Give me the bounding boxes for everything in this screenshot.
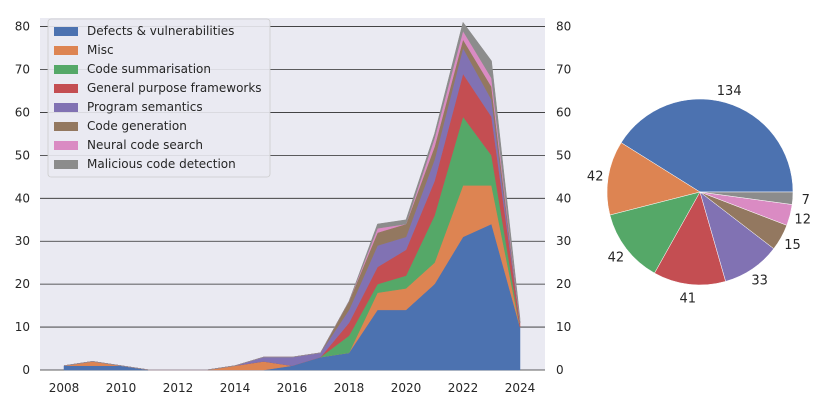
y-tick-label-left: 80 <box>15 20 30 34</box>
pie-value-label: 134 <box>717 84 742 99</box>
pie-value-label: 41 <box>680 291 697 306</box>
x-tick-label: 2012 <box>163 381 194 395</box>
legend-label: Defects & vulnerabilities <box>87 24 234 38</box>
legend-label: Malicious code detection <box>87 157 236 171</box>
y-tick-label-right: 70 <box>556 63 571 77</box>
pie-slice-2 <box>609 191 701 274</box>
y-tick-label-left: 50 <box>15 148 30 162</box>
pie-value-label: 42 <box>608 251 625 266</box>
legend-swatch <box>54 65 78 74</box>
pie-slice-7 <box>699 191 794 205</box>
pie-value-label: 33 <box>751 274 768 289</box>
y-tick-label-left: 10 <box>15 320 30 334</box>
pie-value-label: 12 <box>794 212 811 227</box>
legend-swatch <box>54 27 78 36</box>
legend-swatch <box>54 160 78 169</box>
pie-slice-0 <box>620 98 794 193</box>
pie-value-label: 42 <box>587 170 604 185</box>
y-tick-label-right: 0 <box>556 363 564 377</box>
x-tick-label: 2024 <box>505 381 536 395</box>
y-tick-label-right: 80 <box>556 20 571 34</box>
x-tick-label: 2018 <box>334 381 365 395</box>
x-tick-label: 2022 <box>448 381 479 395</box>
legend-label: Neural code search <box>87 138 203 152</box>
y-tick-label-left: 60 <box>15 105 30 119</box>
legend-swatch <box>54 84 78 93</box>
legend-label: Code summarisation <box>87 62 211 76</box>
y-tick-label-right: 50 <box>556 148 571 162</box>
y-tick-label-right: 10 <box>556 320 571 334</box>
x-tick-label: 2010 <box>106 381 137 395</box>
legend-swatch <box>54 141 78 150</box>
y-tick-label-left: 30 <box>15 234 30 248</box>
x-tick-label: 2016 <box>277 381 308 395</box>
legend-box <box>47 18 271 178</box>
pie-value-label: 15 <box>784 238 801 253</box>
x-tick-label: 2020 <box>391 381 422 395</box>
legend-swatch <box>54 122 78 131</box>
y-tick-label-right: 60 <box>556 105 571 119</box>
legend-label: Misc <box>87 43 114 57</box>
y-tick-label-left: 0 <box>22 363 30 377</box>
legend-label: General purpose frameworks <box>87 81 262 95</box>
x-tick-label: 2014 <box>220 381 251 395</box>
y-tick-label-left: 20 <box>15 277 30 291</box>
legend: Defects & vulnerabilities Misc Code summar… <box>47 18 271 178</box>
legend-swatch <box>54 46 78 55</box>
pie-slice-3 <box>654 191 726 286</box>
area-series-7 <box>63 21 521 371</box>
legend-label: Program semantics <box>87 100 203 114</box>
legend-label: Code generation <box>87 119 187 133</box>
y-tick-label-right: 40 <box>556 191 571 205</box>
y-tick-label-left: 40 <box>15 191 30 205</box>
x-tick-label: 2008 <box>49 381 80 395</box>
pie-chart: 134 42 42 41 33 15 12 7 <box>587 84 811 306</box>
pie-slice-1 <box>606 142 701 216</box>
pie-value-label: 7 <box>802 193 810 208</box>
y-tick-label-right: 20 <box>556 277 571 291</box>
legend-swatch <box>54 103 78 112</box>
y-tick-label-right: 30 <box>556 234 571 248</box>
y-tick-label-left: 70 <box>15 63 30 77</box>
stacked-areas <box>63 21 521 371</box>
